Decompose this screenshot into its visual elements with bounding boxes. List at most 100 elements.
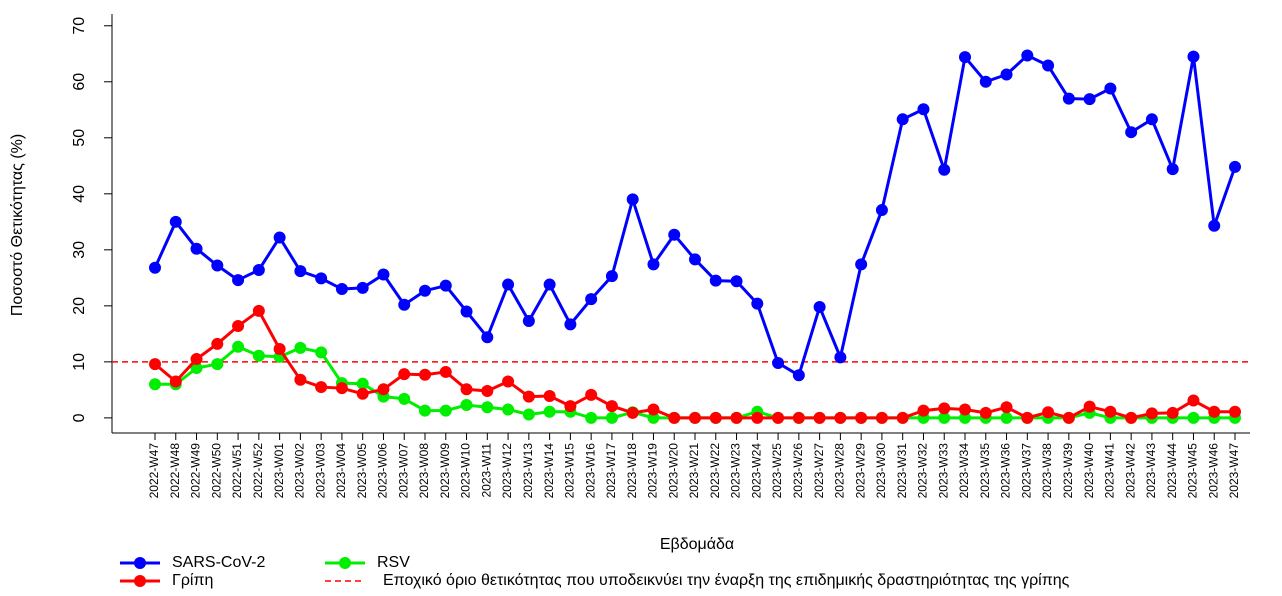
data-point: [190, 362, 203, 375]
x-tick-label: 2023-W33: [936, 443, 950, 499]
x-tick-label: 2023-W16: [583, 443, 597, 499]
data-point: [855, 411, 868, 424]
data-point: [730, 275, 743, 288]
data-point: [1145, 407, 1158, 420]
data-point: [522, 314, 535, 327]
x-tick-label: 2023-W45: [1186, 443, 1200, 499]
data-point: [439, 279, 452, 292]
data-point: [813, 300, 826, 313]
data-point: [315, 346, 328, 359]
y-tick-label: 20: [71, 297, 88, 315]
data-point: [792, 411, 805, 424]
x-tick-label: 2023-W21: [687, 443, 701, 499]
data-point: [834, 411, 847, 424]
data-point: [647, 403, 660, 416]
data-point: [959, 411, 971, 424]
data-point: [1125, 126, 1138, 139]
x-tick-label: 2022-W48: [168, 443, 182, 499]
x-tick-label: 2022-W50: [209, 443, 223, 499]
data-point: [356, 387, 369, 400]
data-point: [356, 281, 369, 294]
data-point: [543, 278, 556, 291]
data-point: [356, 377, 369, 390]
data-point: [938, 402, 951, 415]
data-point: [1021, 411, 1034, 424]
x-tick-label: 2023-W32: [916, 443, 930, 499]
x-tick-label: 2023-W31: [895, 443, 909, 499]
x-tick-label: 2023-W39: [1061, 443, 1075, 499]
data-point: [585, 293, 598, 306]
data-point: [439, 404, 452, 417]
data-point: [169, 375, 182, 388]
data-point: [668, 228, 681, 241]
data-point: [149, 261, 161, 274]
data-point: [398, 368, 411, 381]
x-tick-label: 2023-W10: [459, 443, 473, 499]
data-point: [813, 411, 826, 424]
x-tick-label: 2023-W06: [376, 443, 390, 499]
x-tick-label: 2023-W35: [978, 443, 992, 499]
data-point: [460, 398, 473, 411]
x-tick-label: 2023-W25: [770, 443, 784, 499]
data-point: [439, 365, 452, 378]
x-tick-label: 2023-W27: [812, 443, 826, 499]
data-point: [689, 253, 701, 266]
data-point: [169, 215, 182, 228]
data-point: [855, 258, 868, 271]
data-point: [979, 75, 992, 88]
data-point: [419, 404, 431, 417]
data-point: [979, 406, 992, 419]
data-point: [294, 341, 307, 354]
x-tick-label: 2023-W40: [1082, 443, 1096, 499]
data-point: [335, 283, 348, 296]
data-point: [772, 356, 785, 369]
data-point: [626, 193, 639, 206]
x-tick-label: 2023-W24: [749, 443, 763, 499]
data-point: [543, 390, 556, 403]
legend-marker: [339, 557, 351, 569]
x-tick-label: 2023-W42: [1123, 443, 1137, 499]
x-tick-label: 2023-W47: [1227, 443, 1241, 499]
data-point: [1229, 160, 1241, 173]
data-point: [647, 411, 660, 424]
data-point: [502, 278, 515, 291]
series-line: [153, 53, 1237, 378]
x-tick-label: 2023-W07: [396, 443, 410, 499]
x-tick-label: 2023-W09: [438, 443, 452, 499]
data-point: [1208, 219, 1221, 232]
x-tick-label: 2023-W01: [272, 443, 286, 499]
data-point: [689, 411, 701, 424]
data-point: [481, 331, 494, 344]
data-point: [419, 284, 431, 297]
data-point: [875, 204, 888, 217]
x-tick-label: 2023-W20: [666, 443, 680, 499]
x-tick-label: 2022-W52: [251, 443, 265, 499]
x-tick-label: 2023-W29: [853, 443, 867, 499]
data-point: [1166, 163, 1179, 176]
x-tick-label: 2023-W44: [1165, 443, 1179, 499]
legend-label: Εποχικό όριο θετικότητας που υποδεικνύει…: [383, 572, 1070, 589]
x-tick-label: 2023-W28: [833, 443, 847, 499]
data-point: [1042, 406, 1055, 419]
x-tick-label: 2023-W43: [1144, 443, 1158, 499]
data-point: [1000, 411, 1013, 424]
legend-label: Γρίπη: [172, 572, 213, 589]
data-point: [1145, 113, 1158, 126]
data-point: [959, 51, 971, 64]
y-tick-label: 50: [71, 129, 88, 147]
data-point: [626, 406, 639, 419]
x-tick-label: 2023-W34: [957, 443, 971, 499]
x-tick-label: 2023-W23: [729, 443, 743, 499]
data-point: [1187, 411, 1200, 424]
data-point: [1125, 411, 1138, 424]
data-point: [1083, 400, 1096, 413]
x-tick-label: 2023-W04: [334, 443, 348, 499]
data-point: [190, 242, 203, 255]
data-point: [1062, 411, 1075, 424]
data-point: [398, 298, 411, 311]
data-point: [377, 383, 390, 396]
data-point: [481, 384, 494, 397]
x-tick-label: 2023-W05: [355, 443, 369, 499]
data-point: [211, 337, 224, 350]
